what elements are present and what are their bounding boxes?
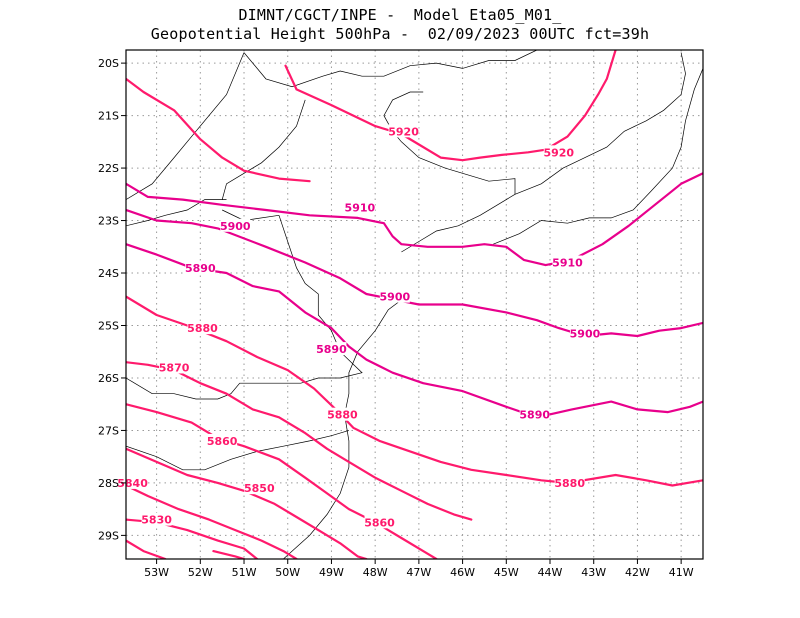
boundary-line-10 [221, 99, 306, 200]
x-tick-label: 53W [144, 566, 169, 579]
contour-label-bg [364, 515, 395, 529]
contour-label-5920: 5920 [543, 146, 574, 159]
contour-5840 [126, 484, 298, 559]
contour-label-5910: 5910 [345, 201, 376, 214]
contour-label-5920: 5920 [388, 125, 419, 138]
contour-label-bg [569, 326, 600, 340]
contour-5850 [126, 447, 368, 559]
chart-title-line1: DIMNT/CGCT/INPE - Model Eta05_M01_ [238, 6, 562, 24]
boundary-line-8 [126, 430, 350, 471]
contour-label-bg [552, 255, 583, 269]
contour-label-5880: 5880 [327, 409, 358, 422]
y-tick-label: 23S [98, 215, 119, 228]
boundary-line-1 [126, 52, 245, 200]
y-tick-label: 20S [98, 57, 119, 70]
contour-label-5850: 5850 [244, 482, 275, 495]
contour-label-5860: 5860 [364, 516, 395, 529]
x-tick-label: 42W [625, 566, 650, 579]
contour-label-5890: 5890 [519, 409, 550, 422]
contour-label-5880: 5880 [187, 322, 218, 335]
contour-label-bg [327, 407, 358, 421]
contour-label-bg [388, 124, 419, 138]
contour-label-5910: 5910 [552, 257, 583, 270]
contour-label-5860: 5860 [207, 435, 238, 448]
x-tick-label: 47W [406, 566, 431, 579]
x-tick-label: 50W [275, 566, 300, 579]
contour-5820 [212, 550, 246, 559]
boundary-line-2 [383, 91, 516, 253]
contour-label-5890: 5890 [316, 343, 347, 356]
contour-5910 [126, 172, 703, 267]
x-tick-label: 43W [581, 566, 606, 579]
contour-labels: 5920 5920 5910 5910 5900 5900 5900 5890 5890 5890… [117, 124, 601, 529]
contour-label-5870: 5870 [159, 361, 190, 374]
boundary-line-7 [126, 215, 363, 400]
contour-5890 [126, 243, 703, 419]
x-tick-label: 49W [319, 566, 344, 579]
contour-5870 [126, 361, 473, 521]
x-tick-label: 48W [363, 566, 388, 579]
contour-label-bg [185, 260, 216, 274]
boundary-line-5 [283, 296, 407, 559]
boundary-line-6 [126, 199, 227, 227]
contour-label-bg [519, 407, 550, 421]
contour-label-bg [207, 433, 238, 447]
contour-label-bg [141, 512, 172, 526]
geopotential-contours [126, 50, 703, 559]
boundary-line-3 [493, 68, 703, 245]
contour-5860 [126, 403, 438, 559]
contour-label-5890: 5890 [185, 262, 216, 275]
contour-label-5900: 5900 [220, 220, 251, 233]
contour-label-5900: 5900 [570, 327, 601, 340]
y-tick-label: 26S [98, 372, 119, 385]
x-tick-label: 41W [669, 566, 694, 579]
x-tick-label: 51W [232, 566, 257, 579]
contour-label-bg [187, 321, 218, 335]
contour-label-bg [379, 289, 410, 303]
contour-5820 [126, 539, 167, 559]
x-tick-label: 45W [494, 566, 519, 579]
y-tick-label: 22S [98, 162, 119, 175]
contour-label-bg [344, 200, 375, 214]
y-tick-label: 27S [98, 424, 119, 437]
contour-5920 [126, 77, 311, 183]
boundary-line-4 [514, 52, 686, 195]
y-tick-label: 25S [98, 319, 119, 332]
contour-label-5880: 5880 [554, 477, 585, 490]
contour-label-bg [543, 145, 574, 159]
axis-ticks: 53W 52W 51W 50W 49W 48W 47W 46W 45W 44W 43W 42W 41W 2… [98, 57, 694, 579]
x-tick-label: 46W [450, 566, 475, 579]
y-tick-label: 21S [98, 110, 119, 123]
contour-label-5900: 5900 [380, 291, 411, 304]
boundary-line-0 [243, 50, 538, 88]
contour-5880 [126, 295, 703, 487]
plot-frame [125, 49, 704, 560]
contour-label-bg [244, 481, 275, 495]
contour-label-5840: 5840 [117, 477, 148, 490]
contour-label-bg [117, 475, 148, 489]
contour-label-bg [220, 218, 251, 232]
coastlines-and-borders [126, 50, 703, 559]
x-tick-label: 44W [538, 566, 563, 579]
contour-label-bg [159, 360, 190, 374]
contour-label-bg [554, 475, 585, 489]
chart-title-line2: Geopotential Height 500hPa - 02/09/2023 … [150, 25, 650, 43]
y-tick-label: 29S [98, 529, 119, 542]
contour-5920 [284, 50, 617, 162]
contour-label-5830: 5830 [141, 514, 172, 527]
y-tick-label: 24S [98, 267, 119, 280]
y-tick-label: 28S [98, 477, 119, 490]
contour-label-bg [316, 342, 347, 356]
x-tick-label: 52W [188, 566, 213, 579]
